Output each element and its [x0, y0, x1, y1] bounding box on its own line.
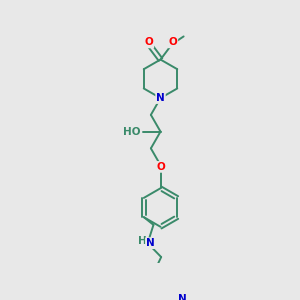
Text: O: O [156, 162, 165, 172]
Text: O: O [145, 38, 153, 47]
Text: HO: HO [123, 127, 140, 136]
Text: N: N [178, 294, 187, 300]
Text: N: N [156, 93, 165, 103]
Text: O: O [169, 38, 177, 47]
Text: N: N [146, 238, 155, 248]
Text: H: H [138, 236, 147, 246]
